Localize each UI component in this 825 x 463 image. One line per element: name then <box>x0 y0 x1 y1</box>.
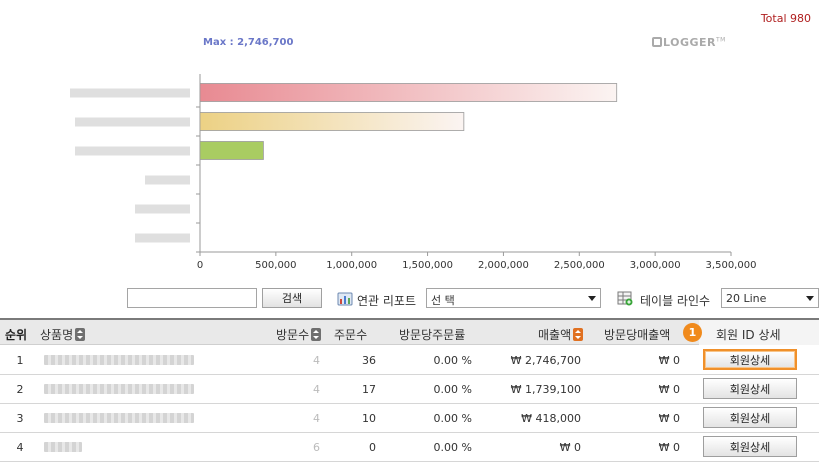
sales-per-visit-cell: ₩ 0 <box>658 383 680 396</box>
product-name-blurred <box>44 355 194 365</box>
member-detail-button[interactable]: 회원상세 <box>703 436 797 457</box>
max-value-label: Max : 2,746,700 <box>203 37 294 48</box>
chevron-down-icon <box>588 296 596 301</box>
bar <box>199 112 465 131</box>
col-sales-label: 매출액 <box>538 328 572 342</box>
sales-cell: ₩ 418,000 <box>521 412 581 425</box>
col-sales-per-visit: 방문당매출액 <box>604 328 671 342</box>
x-tick-label: 3,000,000 <box>630 260 681 270</box>
orders-cell: 10 <box>362 412 376 425</box>
col-product-label: 상품명 <box>40 328 74 342</box>
sales-cell: ₩ 2,746,700 <box>510 354 581 367</box>
rank-cell: 3 <box>16 412 24 425</box>
sort-active-icon[interactable] <box>573 328 584 341</box>
col-product[interactable]: 상품명 <box>40 326 86 343</box>
rank-cell: 1 <box>16 354 24 367</box>
category-label-blurred <box>75 117 190 127</box>
product-name-blurred <box>44 384 194 394</box>
sales-per-visit-cell: ₩ 0 <box>658 412 680 425</box>
product-name-blurred <box>44 413 194 423</box>
logo-trademark: TM <box>716 36 726 44</box>
related-report-select-value: 선 택 <box>431 294 455 307</box>
order-rate-cell: 0.00 % <box>433 412 472 425</box>
category-label-blurred <box>135 204 190 214</box>
table-header: 순위 상품명 방문수 주문수 방문당주문률 매출액 방문당매출액 1 회원 ID… <box>0 318 819 345</box>
x-tick-label: 3,500,000 <box>706 260 757 270</box>
x-tick-label: 1,000,000 <box>326 260 377 270</box>
x-tick-label: 2,500,000 <box>554 260 605 270</box>
x-tick-label: 1,500,000 <box>402 260 453 270</box>
sales-per-visit-cell: ₩ 0 <box>658 441 680 454</box>
rank-cell: 2 <box>16 383 24 396</box>
sort-icon[interactable] <box>75 328 86 341</box>
category-label-blurred <box>70 88 190 98</box>
col-order-rate: 방문당주문률 <box>399 328 466 342</box>
col-member-detail: 회원 ID 상세 <box>716 328 781 342</box>
category-label-blurred <box>135 233 190 243</box>
visits-cell: 4 <box>313 412 320 425</box>
col-orders: 주문수 <box>334 328 368 342</box>
member-detail-button[interactable]: 회원상세 <box>703 407 797 428</box>
table-row: 3 4 10 0.00 % ₩ 418,000 ₩ 0 회원상세 <box>0 404 819 433</box>
order-rate-cell: 0.00 % <box>433 383 472 396</box>
table-lines-select[interactable]: 20 Line <box>721 288 819 308</box>
logo-text: LOGGER <box>663 36 717 49</box>
orders-cell: 17 <box>362 383 376 396</box>
sales-cell: ₩ 1,739,100 <box>510 383 581 396</box>
table-row: 4 6 0 0.00 % ₩ 0 ₩ 0 회원상세 <box>0 433 819 462</box>
x-tick-label: 500,000 <box>255 260 296 270</box>
table-row: 1 4 36 0.00 % ₩ 2,746,700 ₩ 0 회원상세 <box>0 346 819 375</box>
table-row: 2 4 17 0.00 % ₩ 1,739,100 ₩ 0 회원상세 <box>0 375 819 404</box>
search-button[interactable]: 검색 <box>262 288 322 308</box>
rank-cell: 4 <box>16 441 24 454</box>
orders-cell: 0 <box>369 441 376 454</box>
total-count: Total 980 <box>760 12 811 25</box>
sales-per-visit-cell: ₩ 0 <box>658 354 680 367</box>
search-input[interactable] <box>127 288 257 308</box>
col-sales[interactable]: 매출액 <box>538 326 584 343</box>
member-detail-header-bg <box>699 320 819 345</box>
sales-cell: ₩ 0 <box>559 441 581 454</box>
member-detail-button[interactable]: 회원상세 <box>703 378 797 399</box>
visits-cell: 6 <box>313 441 320 454</box>
visits-cell: 4 <box>313 354 320 367</box>
orders-cell: 36 <box>362 354 376 367</box>
order-rate-cell: 0.00 % <box>433 441 472 454</box>
logger-logo: LOGGERTM <box>652 36 726 49</box>
sort-icon[interactable] <box>311 328 322 341</box>
col-visits-label: 방문수 <box>276 328 310 342</box>
related-report-label: 연관 리포트 <box>357 294 417 308</box>
category-label-blurred <box>75 146 190 156</box>
related-report-select[interactable]: 선 택 <box>426 288 601 308</box>
visits-cell: 4 <box>313 383 320 396</box>
category-label-blurred <box>145 175 190 185</box>
x-tick-label: 0 <box>197 260 203 270</box>
step-badge: 1 <box>683 323 702 342</box>
bar <box>199 141 264 160</box>
bar <box>199 83 618 102</box>
product-name-blurred <box>44 442 82 452</box>
table-lines-select-value: 20 Line <box>726 292 767 305</box>
table-lines-icon <box>617 291 633 306</box>
table-lines-label: 테이블 라인수 <box>640 294 711 308</box>
order-rate-cell: 0.00 % <box>433 354 472 367</box>
member-detail-button[interactable]: 회원상세 <box>703 349 797 370</box>
col-rank: 순위 <box>5 328 28 342</box>
logo-mark-icon <box>652 37 662 47</box>
related-report-icon <box>337 292 353 306</box>
col-visits[interactable]: 방문수 <box>276 326 322 343</box>
chevron-down-icon <box>806 296 814 301</box>
x-tick-label: 2,000,000 <box>478 260 529 270</box>
sales-bar-chart: 0 500,000 1,000,000 1,500,000 2,000,000 2,500… <box>70 74 757 270</box>
